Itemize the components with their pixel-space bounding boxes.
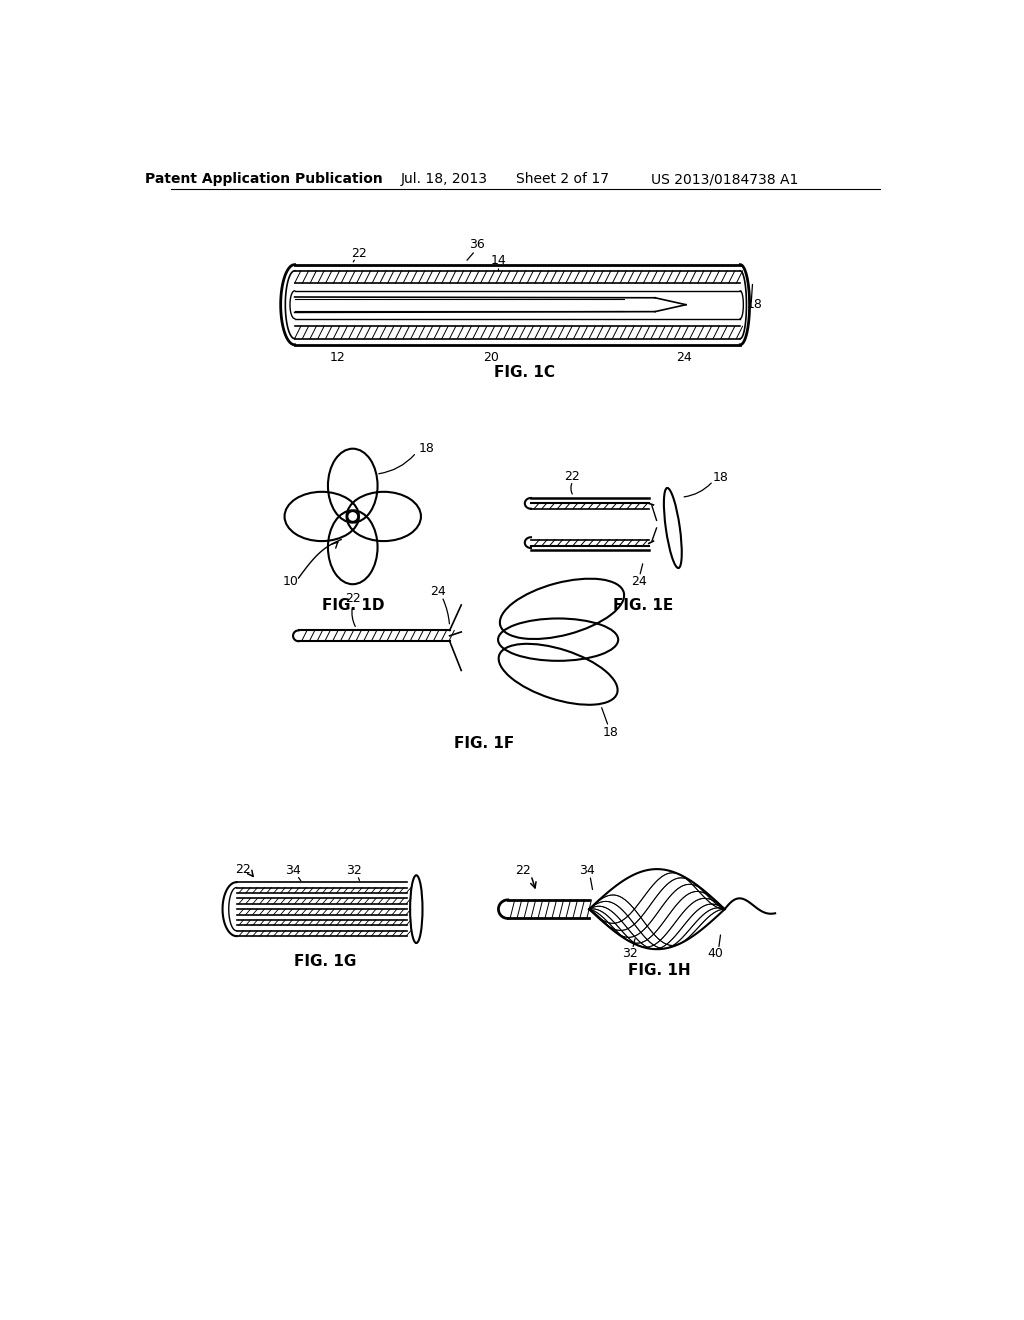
- Text: FIG. 1E: FIG. 1E: [613, 598, 674, 612]
- Text: 32: 32: [346, 865, 362, 878]
- Text: FIG. 1H: FIG. 1H: [628, 964, 690, 978]
- Text: 22: 22: [564, 470, 580, 483]
- Text: 18: 18: [713, 471, 729, 484]
- Text: FIG. 1D: FIG. 1D: [322, 598, 384, 612]
- Text: 24: 24: [632, 576, 647, 589]
- Text: 24: 24: [430, 585, 445, 598]
- Text: 22: 22: [234, 862, 251, 875]
- Text: 18: 18: [419, 442, 434, 455]
- Text: Patent Application Publication: Patent Application Publication: [144, 172, 383, 186]
- Text: FIG. 1C: FIG. 1C: [495, 364, 555, 380]
- Text: 32: 32: [623, 948, 638, 961]
- Text: 12: 12: [330, 351, 345, 363]
- Text: 20: 20: [482, 351, 499, 363]
- Text: FIG. 1G: FIG. 1G: [295, 954, 356, 969]
- Text: 22: 22: [515, 865, 531, 878]
- Text: 18: 18: [746, 298, 762, 312]
- Text: 24: 24: [677, 351, 692, 363]
- Text: US 2013/0184738 A1: US 2013/0184738 A1: [651, 172, 799, 186]
- Text: Sheet 2 of 17: Sheet 2 of 17: [515, 172, 608, 186]
- Text: 36: 36: [469, 238, 484, 251]
- Text: Jul. 18, 2013: Jul. 18, 2013: [400, 172, 487, 186]
- Text: 34: 34: [286, 865, 301, 878]
- Text: 40: 40: [708, 948, 723, 961]
- Text: 18: 18: [603, 726, 618, 739]
- Text: FIG. 1F: FIG. 1F: [455, 737, 515, 751]
- Text: 22: 22: [345, 593, 360, 606]
- Text: 22: 22: [351, 247, 367, 260]
- Text: 14: 14: [490, 253, 506, 267]
- Text: 10: 10: [283, 576, 299, 589]
- Text: 34: 34: [579, 865, 595, 878]
